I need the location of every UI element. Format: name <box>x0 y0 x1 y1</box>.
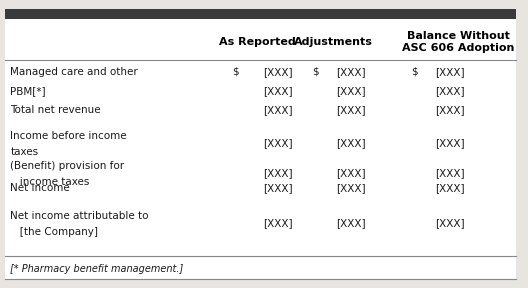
Text: [XXX]: [XXX] <box>336 67 365 77</box>
Text: [XXX]: [XXX] <box>435 218 465 228</box>
Text: Total net revenue: Total net revenue <box>11 105 101 115</box>
Text: [XXX]: [XXX] <box>263 86 293 96</box>
Text: [XXX]: [XXX] <box>263 105 293 115</box>
Text: [XXX]: [XXX] <box>435 67 465 77</box>
Text: [XXX]: [XXX] <box>263 168 293 178</box>
Text: [XXX]: [XXX] <box>336 86 365 96</box>
Text: [XXX]: [XXX] <box>435 138 465 148</box>
Text: As Reported: As Reported <box>220 37 296 47</box>
Text: Net income attributable to: Net income attributable to <box>11 211 149 221</box>
Text: Managed care and other: Managed care and other <box>11 67 138 77</box>
Text: Balance Without
ASC 606 Adoption: Balance Without ASC 606 Adoption <box>402 31 515 53</box>
Text: [* Pharmacy benefit management.]: [* Pharmacy benefit management.] <box>11 264 184 274</box>
Text: [XXX]: [XXX] <box>435 168 465 178</box>
Text: [XXX]: [XXX] <box>263 138 293 148</box>
Text: [XXX]: [XXX] <box>336 138 365 148</box>
Text: [XXX]: [XXX] <box>435 86 465 96</box>
Text: [the Company]: [the Company] <box>11 228 98 237</box>
Text: (Benefit) provision for: (Benefit) provision for <box>11 161 125 170</box>
Text: Net income: Net income <box>11 183 70 193</box>
Text: [XXX]: [XXX] <box>336 218 365 228</box>
Text: PBM[*]: PBM[*] <box>11 86 46 96</box>
Text: Adjustments: Adjustments <box>294 37 373 47</box>
Text: [XXX]: [XXX] <box>263 183 293 193</box>
Bar <box>5 9 516 19</box>
Text: taxes: taxes <box>11 147 39 157</box>
Text: $: $ <box>313 67 319 77</box>
Text: [XXX]: [XXX] <box>336 105 365 115</box>
Text: income taxes: income taxes <box>11 177 90 187</box>
Text: [XXX]: [XXX] <box>336 183 365 193</box>
Text: [XXX]: [XXX] <box>263 218 293 228</box>
Text: $: $ <box>411 67 418 77</box>
Text: Income before income: Income before income <box>11 131 127 141</box>
Text: [XXX]: [XXX] <box>336 168 365 178</box>
Text: [XXX]: [XXX] <box>435 183 465 193</box>
Text: [XXX]: [XXX] <box>435 105 465 115</box>
Text: $: $ <box>232 67 239 77</box>
Text: [XXX]: [XXX] <box>263 67 293 77</box>
